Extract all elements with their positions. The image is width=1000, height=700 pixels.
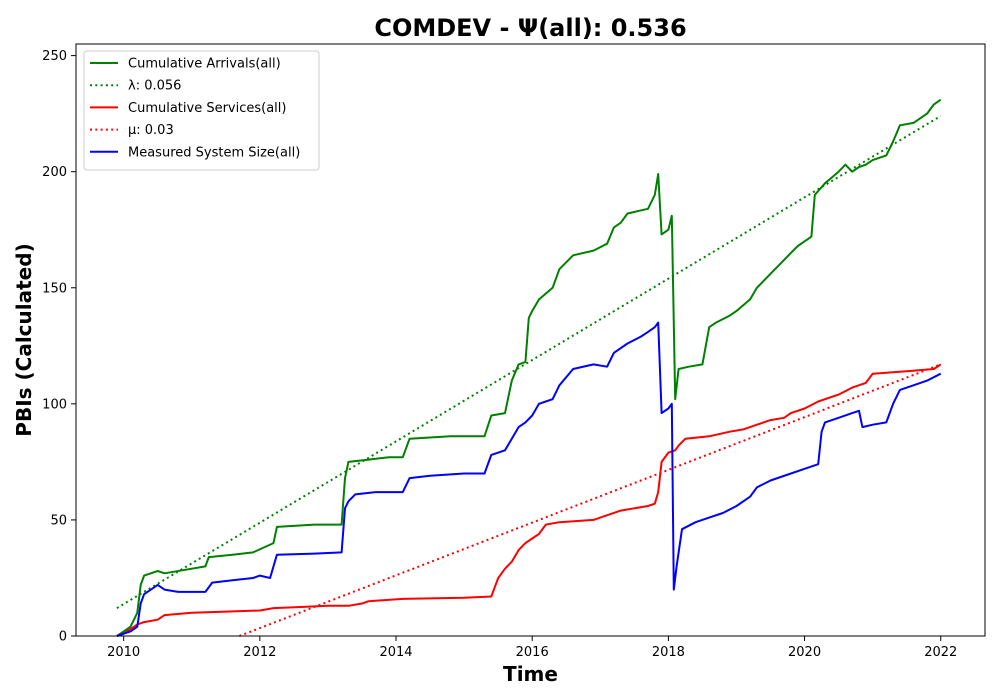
legend-label: λ: 0.056 <box>128 79 181 94</box>
x-tick-label: 2012 <box>243 645 276 660</box>
series-line-2 <box>116 363 942 637</box>
legend: Cumulative Arrivals(all) λ: 0.056 Cumulati… <box>83 50 320 171</box>
x-axis-label: Time <box>503 662 558 686</box>
y-axis: 0 50 100 150 200 250 <box>42 49 76 645</box>
legend-label: Cumulative Arrivals(all) <box>128 57 281 72</box>
series-line-0 <box>116 98 942 637</box>
y-tick-label: 50 <box>50 513 67 528</box>
legend-label: Measured System Size(all) <box>128 145 300 160</box>
y-axis-label: PBIs (Calculated) <box>12 243 36 436</box>
chart-title: COMDEV - Ψ(all): 0.536 <box>374 14 686 42</box>
axes-frame <box>75 43 986 637</box>
x-axis: 2010 2012 2014 2016 2018 2020 2022 <box>107 636 957 660</box>
x-tick-label: 2022 <box>924 645 957 660</box>
x-tick-label: 2010 <box>107 645 140 660</box>
legend-label: μ: 0.03 <box>128 123 174 138</box>
y-tick-label: 200 <box>42 165 67 180</box>
y-tick-label: 150 <box>42 281 67 296</box>
series-line-3 <box>239 363 942 637</box>
y-tick-label: 100 <box>42 397 67 412</box>
series-line-1 <box>116 115 942 609</box>
legend-label: Cumulative Services(all) <box>128 101 286 116</box>
legend-box <box>83 50 320 171</box>
plot-area <box>116 98 942 637</box>
x-tick-label: 2020 <box>788 645 821 660</box>
series-line-4 <box>116 321 942 637</box>
y-tick-label: 0 <box>59 630 67 645</box>
y-tick-label: 250 <box>42 49 67 64</box>
x-tick-label: 2018 <box>652 645 685 660</box>
x-tick-label: 2014 <box>379 645 412 660</box>
x-tick-label: 2016 <box>516 645 549 660</box>
